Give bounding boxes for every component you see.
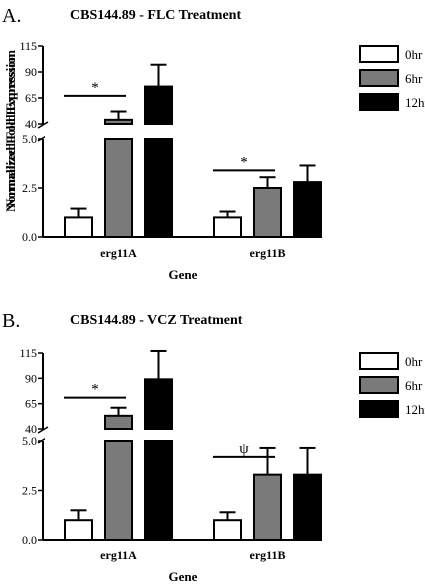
y-tick-label: 2.5 — [22, 484, 37, 498]
legend-label: 12hr — [405, 402, 425, 417]
legend-swatch — [359, 376, 399, 394]
y-tick-label: 115 — [19, 39, 37, 53]
significance-marker: * — [91, 382, 99, 398]
y-tick-label: 65 — [25, 397, 37, 411]
axis-break-mark — [37, 426, 49, 434]
panel-a-letter: A. — [2, 5, 21, 27]
x-tick-label: erg11A — [100, 548, 137, 562]
y-tick-label: 90 — [25, 371, 37, 385]
panel-a-title: CBS144.89 - FLC Treatment — [70, 8, 241, 23]
y-tick-label: 2.5 — [22, 181, 37, 195]
bar — [64, 216, 93, 238]
y-axis-label: Normalized Fold Expression — [3, 53, 18, 212]
bar — [64, 519, 93, 542]
bar — [104, 440, 133, 541]
y-tick-label: 5.0 — [22, 132, 37, 146]
panel-b-letter: B. — [2, 310, 20, 332]
legend-label: 12hr — [405, 95, 425, 110]
y-tick-label: 115 — [19, 346, 37, 360]
legend-label: 6hr — [405, 378, 423, 393]
panel-b-title: CBS144.89 - VCZ Treatment — [70, 313, 243, 328]
significance-marker: ψ — [239, 441, 249, 457]
legend-swatch — [359, 400, 399, 418]
x-tick-label: erg11A — [100, 246, 137, 260]
bar — [144, 85, 173, 125]
y-axis-label: Normalized Fold Expression — [3, 49, 18, 208]
axis-break-gap — [45, 430, 324, 440]
legend-label: 0hr — [405, 47, 423, 62]
y-tick-label: 40 — [25, 422, 37, 436]
y-tick-label: 40 — [25, 117, 37, 131]
bar — [213, 216, 242, 238]
axis-break-mark — [37, 121, 49, 129]
y-tick-label: 90 — [25, 65, 37, 79]
bar — [144, 440, 173, 541]
legend-swatch — [359, 45, 399, 63]
y-tick-label: 5.0 — [22, 434, 37, 448]
legend-swatch — [359, 69, 399, 87]
bar — [104, 414, 133, 430]
bar — [144, 378, 173, 431]
bar — [293, 473, 322, 541]
y-tick-label: 65 — [25, 91, 37, 105]
y-tick-label: 0.0 — [22, 230, 37, 244]
bar — [104, 138, 133, 238]
bar — [213, 519, 242, 542]
x-axis-label: Gene — [169, 267, 198, 282]
chart-vcz: 40 65 90 115 0.0 2.5 5.0 Normalized Fold Expres… — [3, 53, 425, 584]
legend-swatch — [359, 93, 399, 111]
bar — [293, 181, 322, 238]
x-tick-label: erg11B — [250, 246, 286, 260]
x-tick-label: erg11B — [250, 548, 286, 562]
axis-break-gap — [45, 125, 324, 138]
chart-flc: 40 65 90 115 0.0 2.5 5.0 Normalized Fold Expres… — [3, 39, 425, 282]
significance-marker: * — [91, 80, 99, 96]
bar — [144, 138, 173, 238]
significance-marker: * — [240, 154, 248, 170]
y-tick-label: 0.0 — [22, 533, 37, 547]
legend-label: 0hr — [405, 354, 423, 369]
bar — [253, 473, 282, 541]
legend-label: 6hr — [405, 71, 423, 86]
bar — [253, 187, 282, 238]
legend-swatch — [359, 352, 399, 370]
x-axis-label: Gene — [169, 569, 198, 584]
